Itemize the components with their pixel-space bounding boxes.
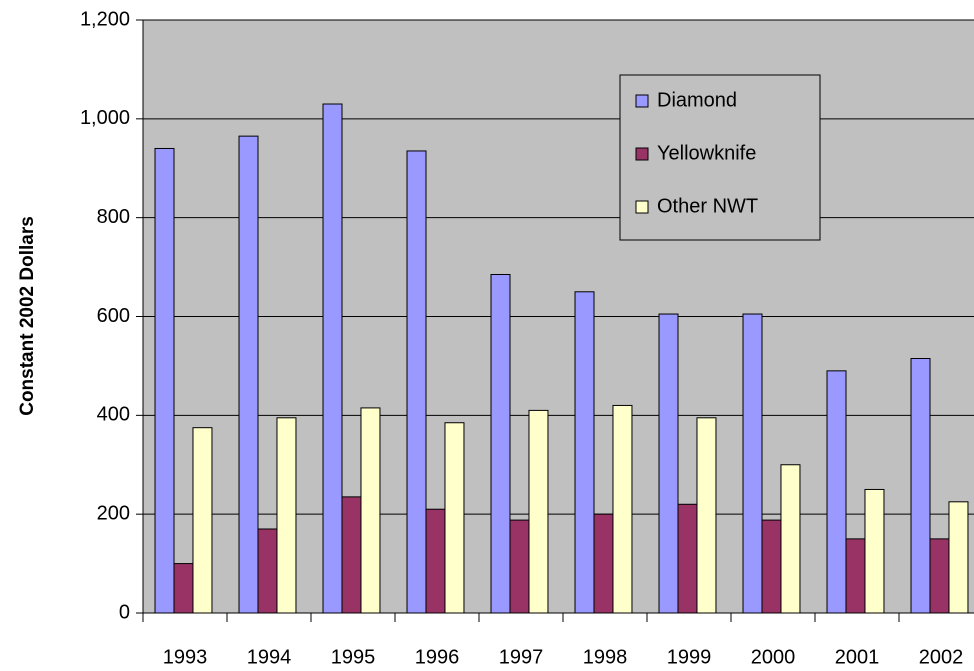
y-axis-label: Constant 2002 Dollars	[17, 216, 38, 416]
y-tick-label: 400	[97, 404, 130, 426]
bar	[341, 496, 362, 614]
legend-label: Other NWT	[657, 195, 758, 217]
bar	[658, 313, 679, 614]
x-tick-label: 1994	[247, 646, 292, 668]
bar	[826, 370, 847, 614]
x-tick-label: 2002	[919, 646, 964, 668]
x-tick-label: 1995	[331, 646, 376, 668]
legend-swatch	[635, 94, 649, 108]
bar	[406, 150, 427, 614]
bar	[593, 513, 614, 614]
x-tick-label: 1997	[499, 646, 544, 668]
legend	[619, 74, 821, 241]
bar	[154, 147, 175, 614]
x-tick-label: 1999	[667, 646, 712, 668]
y-tick-label: 1,200	[80, 8, 130, 30]
bar	[257, 528, 278, 614]
y-tick-label: 800	[97, 206, 130, 228]
y-tick-label: 600	[97, 305, 130, 327]
bar	[490, 273, 511, 614]
bar	[322, 103, 343, 614]
bar	[509, 519, 530, 614]
legend-label: Diamond	[657, 89, 737, 111]
x-tick-label: 1993	[163, 646, 208, 668]
bar	[360, 407, 381, 614]
bar	[192, 427, 213, 614]
bar	[696, 417, 717, 614]
bar	[238, 135, 259, 614]
bar	[677, 503, 698, 614]
bar	[948, 501, 969, 614]
y-tick-label: 200	[97, 502, 130, 524]
bar	[528, 409, 549, 614]
bar	[845, 538, 866, 614]
bar	[929, 538, 950, 614]
bar	[612, 404, 633, 614]
bar	[742, 313, 763, 614]
bar	[425, 508, 446, 614]
legend-swatch	[635, 200, 649, 214]
bar	[761, 519, 782, 614]
x-tick-label: 1996	[415, 646, 460, 668]
y-tick-label: 1,000	[80, 107, 130, 129]
bar	[910, 358, 931, 614]
legend-label: Yellowknife	[657, 142, 756, 164]
x-tick-label: 2001	[835, 646, 880, 668]
bar	[276, 417, 297, 614]
bar	[780, 464, 801, 614]
bar	[444, 422, 465, 614]
x-tick-label: 1998	[583, 646, 628, 668]
bar	[173, 563, 194, 614]
bar	[574, 291, 595, 614]
x-tick-label: 2000	[751, 646, 796, 668]
bar	[864, 488, 885, 614]
legend-swatch	[635, 147, 649, 161]
y-tick-label: 0	[119, 601, 130, 623]
